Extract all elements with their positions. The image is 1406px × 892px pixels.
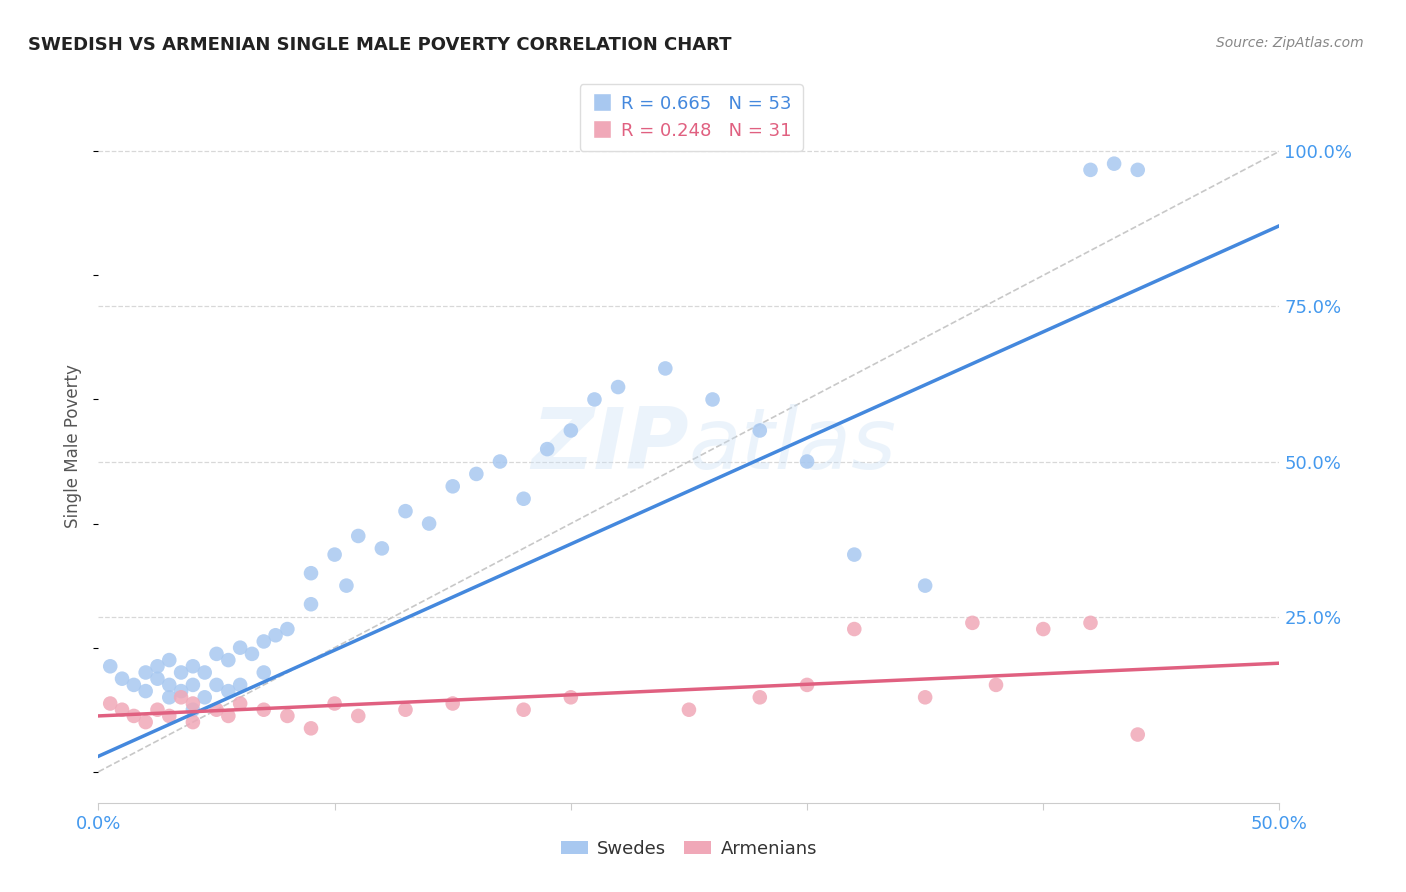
Point	[394, 504, 416, 518]
Point	[914, 690, 936, 705]
Point	[146, 672, 169, 686]
Point	[146, 703, 169, 717]
Point	[181, 659, 204, 673]
Point	[347, 529, 370, 543]
Point	[170, 684, 193, 698]
Point	[394, 703, 416, 717]
Point	[536, 442, 558, 456]
Text: ZIP: ZIP	[531, 404, 689, 488]
Point	[217, 684, 239, 698]
Legend: Swedes, Armenians: Swedes, Armenians	[554, 833, 824, 865]
Point	[122, 678, 145, 692]
Point	[181, 703, 204, 717]
Point	[796, 454, 818, 468]
Point	[441, 479, 464, 493]
Point	[229, 678, 252, 692]
Point	[560, 424, 582, 438]
Point	[229, 697, 252, 711]
Point	[844, 622, 866, 636]
Point	[205, 703, 228, 717]
Point	[135, 715, 157, 730]
Point	[205, 678, 228, 692]
Point	[465, 467, 488, 481]
Point	[1032, 622, 1054, 636]
Y-axis label: Single Male Poverty: Single Male Poverty	[65, 364, 83, 528]
Point	[98, 697, 121, 711]
Point	[181, 715, 204, 730]
Point	[181, 697, 204, 711]
Point	[253, 703, 276, 717]
Text: SWEDISH VS ARMENIAN SINGLE MALE POVERTY CORRELATION CHART: SWEDISH VS ARMENIAN SINGLE MALE POVERTY …	[28, 36, 731, 54]
Point	[1126, 727, 1149, 741]
Text: Source: ZipAtlas.com: Source: ZipAtlas.com	[1216, 36, 1364, 50]
Point	[1126, 162, 1149, 177]
Point	[253, 665, 276, 680]
Point	[170, 690, 193, 705]
Point	[135, 684, 157, 698]
Point	[512, 703, 534, 717]
Point	[748, 690, 770, 705]
Point	[276, 709, 298, 723]
Point	[984, 678, 1007, 692]
Point	[157, 653, 180, 667]
Text: atlas: atlas	[689, 404, 897, 488]
Point	[1102, 156, 1125, 170]
Point	[678, 703, 700, 717]
Point	[335, 579, 357, 593]
Point	[441, 697, 464, 711]
Point	[146, 659, 169, 673]
Point	[170, 665, 193, 680]
Point	[122, 709, 145, 723]
Point	[98, 659, 121, 673]
Point	[418, 516, 440, 531]
Point	[299, 597, 322, 611]
Point	[205, 647, 228, 661]
Point	[844, 548, 866, 562]
Point	[240, 647, 263, 661]
Point	[489, 454, 512, 468]
Point	[111, 703, 134, 717]
Point	[299, 722, 322, 736]
Point	[194, 665, 217, 680]
Point	[702, 392, 724, 407]
Point	[654, 361, 676, 376]
Point	[157, 709, 180, 723]
Point	[748, 424, 770, 438]
Point	[323, 548, 346, 562]
Point	[157, 678, 180, 692]
Point	[194, 690, 217, 705]
Point	[583, 392, 606, 407]
Point	[962, 615, 984, 630]
Point	[607, 380, 630, 394]
Point	[276, 622, 298, 636]
Point	[111, 672, 134, 686]
Point	[914, 579, 936, 593]
Point	[157, 690, 180, 705]
Point	[560, 690, 582, 705]
Point	[264, 628, 287, 642]
Point	[181, 678, 204, 692]
Point	[1080, 162, 1102, 177]
Point	[371, 541, 394, 556]
Point	[135, 665, 157, 680]
Point	[217, 653, 239, 667]
Point	[323, 697, 346, 711]
Point	[299, 566, 322, 581]
Point	[253, 634, 276, 648]
Point	[796, 678, 818, 692]
Point	[217, 709, 239, 723]
Point	[512, 491, 534, 506]
Point	[229, 640, 252, 655]
Point	[347, 709, 370, 723]
Point	[1080, 615, 1102, 630]
